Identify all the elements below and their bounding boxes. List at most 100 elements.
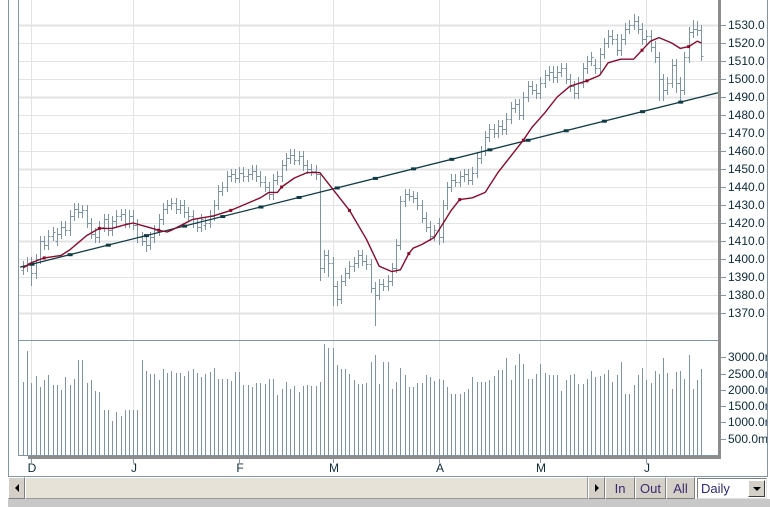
ohlc-bar (322, 250, 327, 273)
trend-line-marker (296, 195, 302, 199)
ohlc-bar (521, 92, 526, 120)
price-axis-label: 1390.0 (728, 270, 765, 284)
ohlc-bar (606, 30, 611, 48)
ohlc-bar (564, 63, 569, 84)
ohlc-bar (229, 169, 234, 182)
ohlc-bar (386, 275, 391, 291)
ohlc-bar (80, 205, 85, 218)
ohlc-bar (653, 41, 658, 63)
zoom-in-button[interactable]: In (605, 477, 635, 499)
ohlc-bar (178, 200, 183, 214)
ohlc-bar (135, 219, 140, 243)
ohlc-bar (407, 189, 412, 201)
zoom-out-button[interactable]: Out (635, 477, 666, 499)
horizontal-scrollbar[interactable] (25, 477, 588, 499)
price-axis-label: 1470.0 (728, 126, 765, 140)
ohlc-bar (165, 200, 170, 214)
ohlc-bar (233, 169, 238, 183)
ohlc-bar (106, 214, 111, 236)
ohlc-bar (555, 66, 560, 83)
dropdown-button[interactable] (748, 480, 765, 497)
ohlc-bar (360, 250, 365, 266)
ohlc-bar (381, 279, 386, 291)
ohlc-bar (462, 169, 467, 182)
trend-line-marker (220, 215, 226, 219)
ohlc-bar (619, 34, 624, 56)
ohlc-bar (403, 189, 408, 207)
zoom-all-button[interactable]: All (666, 477, 695, 499)
volume-bars (23, 344, 702, 455)
ohlc-bar (627, 20, 632, 34)
status-strip (8, 499, 770, 507)
ohlc-bar (534, 84, 539, 99)
ohlc-bar (309, 164, 314, 176)
volume-axis-label: 1500.0m (728, 399, 767, 413)
price-axis-label: 1510.0 (728, 54, 765, 68)
price-axis-label: 1450.0 (728, 162, 765, 176)
ohlc-bar (161, 203, 166, 225)
ohlc-bar (644, 30, 649, 45)
ohlc-bar (415, 192, 420, 210)
ohlc-bar (466, 169, 471, 185)
price-axis-label: 1520.0 (728, 36, 765, 50)
scroll-left-button[interactable] (8, 477, 25, 499)
price-axis-label: 1400.0 (728, 252, 765, 266)
period-select[interactable]: Daily (697, 478, 767, 499)
ohlc-bar (398, 196, 403, 250)
price-axis-label: 1430.0 (728, 198, 765, 212)
time-axis-label: M (329, 461, 339, 475)
ohlc-bar (352, 257, 357, 272)
ohlc-bar (530, 81, 535, 95)
ohlc-bar (475, 153, 480, 178)
ohlc-bar (551, 66, 556, 83)
price-axis-label: 1420.0 (728, 216, 765, 230)
ohlc-bar (428, 221, 433, 241)
ohlc-bar (292, 149, 297, 165)
ohlc-bar (670, 59, 675, 88)
ohlc-bar (131, 210, 136, 230)
ohlc-bar (343, 268, 348, 286)
volume-axis-label: 3000.0m (728, 350, 767, 364)
ohlc-bar (297, 151, 302, 165)
ohlc-bar (140, 232, 145, 246)
ohlc-bar (318, 174, 323, 281)
ohlc-bar (174, 198, 179, 214)
moving-average-marker (640, 48, 644, 52)
price-volume-chart[interactable] (0, 0, 770, 477)
ohlc-bar (458, 171, 463, 187)
ohlc-bar (661, 74, 666, 101)
ohlc-bar (445, 182, 450, 210)
trend-line-marker (372, 176, 378, 180)
ohlc-bar (89, 218, 94, 239)
scroll-right-button[interactable] (588, 477, 605, 499)
ohlc-bar (640, 23, 645, 45)
ohlc-bar (589, 52, 594, 66)
ohlc-bar (572, 81, 577, 99)
ohlc-bar (509, 102, 514, 124)
price-axis-label: 1480.0 (728, 108, 765, 122)
trend-line-marker (640, 110, 646, 114)
ohlc-bar (470, 167, 475, 185)
ohlc-bar (547, 66, 552, 81)
time-axis-label: D (27, 461, 37, 475)
ohlc-bar (68, 210, 73, 236)
chevron-down-icon (752, 486, 761, 491)
trend-line (19, 92, 719, 268)
ohlc-bar (695, 21, 700, 36)
ohlc-bar (199, 214, 204, 232)
ohlc-bar (674, 59, 679, 93)
trend-line-marker (601, 119, 607, 123)
ohlc-bar (85, 205, 90, 228)
ohlc-bar (169, 198, 174, 210)
time-axis-label: A (435, 461, 444, 475)
axis-separator (718, 0, 721, 459)
ohlc-bars (21, 14, 704, 326)
ohlc-bar (34, 254, 39, 279)
trend-line-marker (29, 262, 35, 266)
ohlc-bar (339, 275, 344, 304)
moving-average-marker (229, 208, 233, 212)
chart-toolbar: In Out All Daily (0, 477, 770, 500)
moving-average-marker (157, 228, 161, 232)
volume-axis-label: 1000.0m (728, 415, 767, 429)
ohlc-bar (263, 176, 268, 192)
